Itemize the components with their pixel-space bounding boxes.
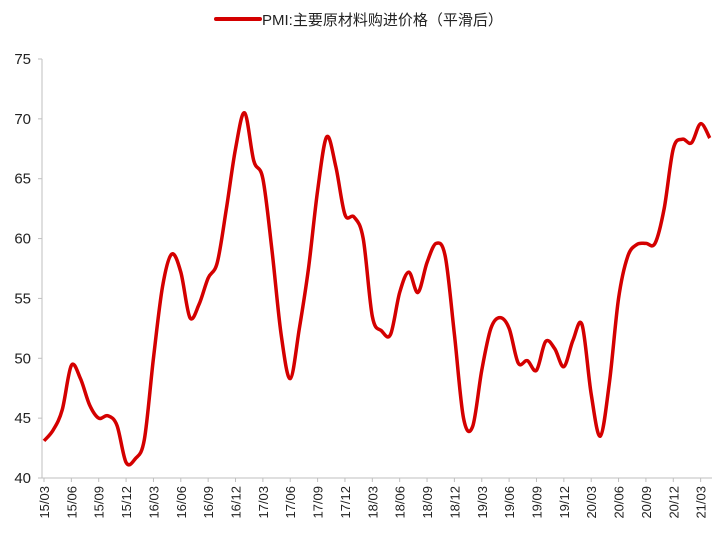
x-tick-label: 15/09	[92, 486, 107, 519]
series-line	[42, 111, 712, 467]
y-tick-label: 70	[14, 111, 31, 128]
x-tick-label: 17/03	[256, 486, 271, 519]
x-tick-label: 18/09	[420, 486, 435, 519]
x-tick-label: 17/12	[338, 486, 353, 519]
x-tick-label: 15/12	[119, 486, 134, 519]
x-tick-label: 16/12	[229, 486, 244, 519]
x-tick-label: 18/06	[393, 486, 408, 519]
y-tick-label: 60	[14, 231, 31, 248]
x-tick-label: 20/06	[612, 486, 627, 519]
y-axis: 40 45 50 55 60 65 70 75	[14, 51, 43, 487]
x-tick-label: 21/03	[694, 486, 709, 519]
y-tick-label: 55	[14, 290, 31, 307]
x-tick-label: 20/03	[584, 486, 599, 519]
x-tick-label: 16/09	[201, 486, 216, 519]
x-axis: 15/03 15/06 15/09 15/12 16/03 16/06 16/09 16/12…	[37, 477, 712, 519]
x-tick-label: 17/09	[311, 486, 326, 519]
y-tick-label: 50	[14, 350, 31, 367]
x-tick-label: 17/06	[283, 486, 298, 519]
legend: PMI:主要原材料购进价格（平滑后）	[214, 12, 503, 29]
x-tick-label: 19/09	[529, 486, 544, 519]
x-tick-label: 18/12	[447, 486, 462, 519]
y-tick-label: 65	[14, 171, 31, 188]
x-tick-label: 19/12	[557, 486, 572, 519]
x-tick-label: 20/12	[666, 486, 681, 519]
x-tick-label: 15/06	[64, 486, 79, 519]
legend-label: PMI:主要原材料购进价格（平滑后）	[262, 12, 503, 29]
x-tick-label: 18/03	[365, 486, 380, 519]
x-tick-label: 19/03	[475, 486, 490, 519]
y-tick-label: 40	[14, 470, 31, 487]
plot-area	[42, 111, 712, 467]
x-tick-label: 16/03	[146, 486, 161, 519]
x-tick-label: 16/06	[174, 486, 189, 519]
y-tick-label: 75	[14, 51, 31, 68]
x-tick-label: 15/03	[37, 486, 52, 519]
y-tick-label: 45	[14, 410, 31, 427]
x-tick-label: 20/09	[639, 486, 654, 519]
x-tick-label: 19/06	[502, 486, 517, 519]
